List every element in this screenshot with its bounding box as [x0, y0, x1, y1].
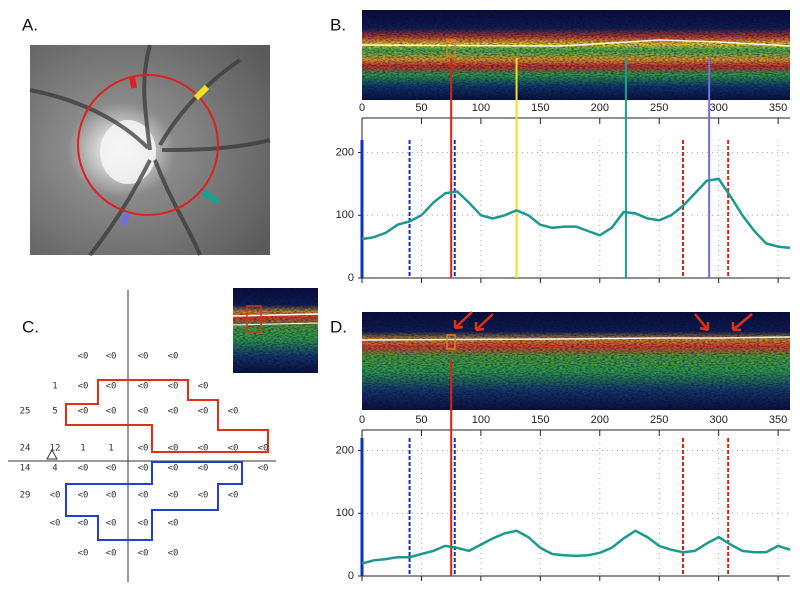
- visual-field-value: <0: [106, 519, 117, 529]
- visual-field-value: <0: [138, 491, 149, 501]
- y-tick-label: 200: [336, 444, 354, 456]
- panel-label: A.: [22, 15, 38, 34]
- lower-defect-outline: [65, 461, 243, 541]
- y-tick-label: 200: [336, 146, 354, 158]
- visual-field-value: <0: [78, 407, 89, 417]
- x-tick-label: 50: [415, 102, 427, 114]
- x-tick-label: 100: [472, 414, 490, 426]
- visual-field-value: <0: [198, 491, 209, 501]
- visual-field-value: 14: [20, 464, 31, 474]
- visual-field-value: <0: [168, 519, 179, 529]
- visual-field-value: <0: [198, 407, 209, 417]
- x-tick-label: 150: [531, 102, 549, 114]
- oct-scan: [361, 10, 791, 100]
- visual-field-value: <0: [228, 491, 239, 501]
- visual-field-value: <0: [106, 491, 117, 501]
- visual-field-value: <0: [138, 549, 149, 559]
- visual-field-value: <0: [168, 352, 179, 362]
- visual-field-value: <0: [198, 382, 209, 392]
- visual-field-value: <0: [258, 444, 269, 454]
- x-tick-label: 250: [650, 414, 668, 426]
- arrow: [453, 311, 753, 332]
- visual-field-value: <0: [138, 352, 149, 362]
- x-tick-label: 200: [591, 102, 609, 114]
- x-tick-label: 300: [709, 102, 727, 114]
- visual-field-value: <0: [168, 407, 179, 417]
- visual-field-value: <0: [50, 519, 61, 529]
- visual-field-value: <0: [198, 444, 209, 454]
- y-tick-label: 100: [336, 507, 354, 519]
- x-tick-label: 50: [415, 414, 427, 426]
- visual-field-value: <0: [138, 464, 149, 474]
- visual-field-value: 1: [52, 382, 57, 392]
- visual-field-value: <0: [138, 382, 149, 392]
- visual-field-value: <0: [138, 519, 149, 529]
- visual-field-value: <0: [78, 464, 89, 474]
- visual-field-value: <0: [138, 407, 149, 417]
- visual-field-value: <0: [168, 464, 179, 474]
- y-tick-label: 100: [336, 209, 354, 221]
- x-tick-label: 0: [359, 414, 365, 426]
- panel-label: B.: [330, 15, 346, 34]
- visual-field-value: 12: [50, 444, 61, 454]
- fundus-image: [29, 44, 271, 257]
- panel-label: D.: [330, 317, 347, 336]
- visual-field-value: <0: [228, 407, 239, 417]
- x-tick-label: 350: [769, 414, 787, 426]
- visual-field-value: 25: [20, 407, 31, 417]
- visual-field-value: <0: [78, 519, 89, 529]
- visual-field-value: 1: [80, 444, 85, 454]
- visual-field-value: <0: [258, 464, 269, 474]
- visual-field-value: <0: [198, 464, 209, 474]
- visual-field-value: <0: [228, 464, 239, 474]
- visual-field-value: 1: [108, 444, 113, 454]
- upper-defect-outline: [65, 379, 269, 453]
- x-tick-label: 350: [769, 102, 787, 114]
- visual-field-value: <0: [78, 352, 89, 362]
- visual-field-value: <0: [78, 491, 89, 501]
- visual-field-value: 4: [52, 464, 57, 474]
- visual-field-value: <0: [138, 444, 149, 454]
- x-tick-label: 100: [472, 102, 490, 114]
- x-tick-label: 300: [709, 414, 727, 426]
- visual-field-grid: <0 <0 <0 <0 1 <0 <0 <0 <0 <0 25 5 <0 <0 <0 <0 <0 <0 24 12 1 1…: [20, 352, 269, 559]
- visual-field-value: <0: [168, 549, 179, 559]
- x-tick-label: 150: [531, 414, 549, 426]
- visual-field-value: <0: [106, 352, 117, 362]
- oct-inset: [232, 288, 319, 373]
- visual-field-value: <0: [106, 382, 117, 392]
- charts: 0 100 200 0 50 100 150 200 250 300 350 0 100 200 0 50 10…: [336, 58, 791, 582]
- visual-field-value: <0: [228, 444, 239, 454]
- visual-field-value: <0: [78, 549, 89, 559]
- x-tick-label: 200: [591, 414, 609, 426]
- visual-field-value: <0: [106, 549, 117, 559]
- visual-field-value: <0: [106, 407, 117, 417]
- x-tick-label: 0: [359, 102, 365, 114]
- x-tick-label: 250: [650, 102, 668, 114]
- visual-field-value: <0: [168, 382, 179, 392]
- visual-field-value: <0: [106, 464, 117, 474]
- y-tick-label: 0: [348, 570, 354, 582]
- visual-field-value: <0: [50, 491, 61, 501]
- data-line: [361, 529, 791, 565]
- visual-field-value: 29: [20, 491, 31, 501]
- visual-field-value: 24: [20, 444, 31, 454]
- visual-field-value: <0: [168, 444, 179, 454]
- oct-scan: [361, 312, 791, 410]
- y-tick-label: 0: [348, 272, 354, 284]
- visual-field-value: <0: [78, 382, 89, 392]
- visual-field-value: <0: [168, 491, 179, 501]
- visual-field-value: 5: [52, 407, 57, 417]
- data-line: [361, 177, 791, 250]
- panel-label: C.: [22, 317, 39, 336]
